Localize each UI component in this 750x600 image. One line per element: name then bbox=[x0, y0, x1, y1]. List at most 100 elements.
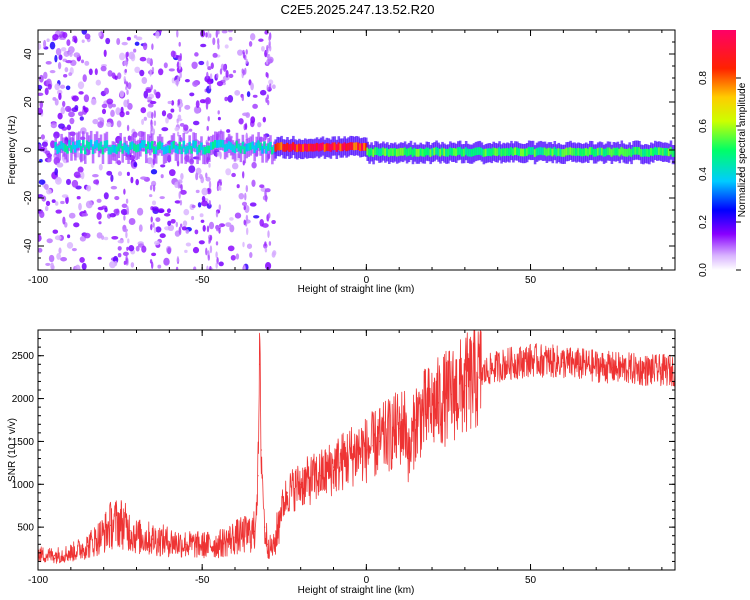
heatmap-cell bbox=[403, 147, 407, 156]
heatmap-cell bbox=[292, 142, 295, 150]
heatmap-cell bbox=[178, 107, 182, 113]
heatmap-cell bbox=[58, 247, 62, 254]
heatmap-cell bbox=[269, 141, 272, 150]
heatmap-cell bbox=[178, 191, 181, 199]
y-tick-label: 2000 bbox=[12, 394, 35, 405]
colorbar-gradient bbox=[712, 30, 736, 270]
heatmap-cell bbox=[397, 148, 401, 157]
heatmap-cell bbox=[123, 99, 129, 108]
heatmap-cell bbox=[253, 145, 256, 154]
heatmap-cell bbox=[300, 144, 303, 152]
snr-point bbox=[86, 545, 88, 547]
heatmap-cell bbox=[54, 142, 57, 150]
heatmap-cell bbox=[62, 100, 66, 107]
colorbar-tick-label: 0.0 bbox=[698, 263, 709, 277]
heatmap-cell bbox=[143, 116, 147, 121]
heatmap-cell bbox=[231, 144, 235, 153]
heatmap-cell bbox=[184, 78, 190, 83]
heatmap-cell bbox=[125, 231, 128, 239]
heatmap-cell bbox=[179, 52, 182, 61]
heatmap-cell bbox=[215, 262, 218, 269]
heatmap-cell bbox=[117, 72, 122, 80]
heatmap-cell bbox=[153, 140, 156, 145]
heatmap-cell bbox=[365, 143, 368, 151]
heatmap-cell bbox=[468, 148, 472, 157]
heatmap-cell bbox=[249, 251, 253, 259]
heatmap-cell bbox=[142, 42, 148, 51]
heatmap-cell bbox=[57, 112, 63, 120]
heatmap-cell bbox=[55, 48, 62, 56]
heatmap-cell bbox=[188, 128, 193, 132]
heatmap-cell bbox=[216, 227, 219, 232]
heatmap-cell bbox=[207, 116, 210, 122]
heatmap-cell bbox=[195, 100, 200, 108]
heatmap-cell bbox=[217, 110, 220, 115]
heatmap-cell bbox=[201, 200, 208, 207]
heatmap-cell bbox=[183, 124, 189, 131]
heatmap-cell bbox=[81, 30, 88, 35]
heatmap-cell bbox=[630, 149, 633, 157]
heatmap-cell bbox=[81, 39, 85, 44]
heatmap-cell bbox=[39, 74, 44, 83]
heatmap-cell bbox=[175, 221, 178, 228]
heatmap-cell bbox=[191, 215, 195, 221]
heatmap-cell bbox=[93, 179, 100, 185]
heatmap-cell bbox=[218, 224, 222, 229]
heatmap-cell bbox=[125, 86, 128, 91]
heatmap-cell bbox=[321, 142, 325, 151]
heatmap-cell bbox=[149, 184, 153, 191]
heatmap-cell bbox=[125, 198, 129, 204]
heatmap-cell bbox=[261, 146, 264, 154]
heatmap-cell bbox=[114, 196, 120, 201]
heatmap-cell bbox=[191, 61, 198, 70]
y-tick-label: 2500 bbox=[12, 351, 35, 362]
heatmap-cell bbox=[56, 162, 64, 168]
heatmap-cell bbox=[54, 83, 60, 91]
heatmap-cell bbox=[206, 225, 210, 233]
colorbar-ticks: 0.0 0.2 0.4 0.6 0.8 bbox=[698, 71, 741, 277]
heatmap-cell bbox=[72, 35, 77, 40]
heatmap-cell bbox=[95, 140, 99, 148]
heatmap-cell bbox=[138, 224, 143, 232]
heatmap-cell bbox=[74, 105, 79, 111]
heatmap-cell bbox=[587, 148, 590, 157]
heatmap-cell bbox=[185, 229, 190, 234]
heatmap-cell bbox=[217, 30, 220, 35]
heatmap-cell bbox=[237, 49, 243, 56]
heatmap-cell bbox=[585, 147, 588, 156]
heatmap-cell bbox=[147, 141, 150, 150]
heatmap-cell bbox=[636, 146, 639, 155]
heatmap-cell bbox=[184, 146, 187, 155]
heatmap-cell bbox=[127, 102, 133, 110]
heatmap-cell bbox=[96, 198, 102, 203]
snr-line bbox=[38, 330, 675, 564]
heatmap-cell bbox=[251, 141, 254, 150]
heatmap-cell bbox=[313, 143, 317, 152]
heatmap-cell bbox=[266, 94, 269, 100]
heatmap-cell bbox=[170, 50, 176, 58]
x-tick-label: -100 bbox=[28, 275, 48, 286]
heatmap-cell bbox=[182, 140, 186, 149]
heatmap-cell bbox=[376, 147, 379, 156]
heatmap-cell bbox=[614, 147, 618, 156]
heatmap-cell bbox=[268, 79, 274, 85]
heatmap-cell bbox=[569, 147, 572, 155]
heatmap-cell bbox=[533, 149, 537, 157]
heatmap-cell bbox=[197, 202, 202, 208]
heatmap-cell bbox=[280, 142, 283, 150]
heatmap-cell bbox=[115, 146, 119, 155]
heatmap-cell bbox=[355, 142, 358, 150]
heatmap-cell bbox=[170, 141, 174, 150]
heatmap-cell bbox=[39, 100, 44, 109]
heatmap-cell bbox=[386, 147, 389, 156]
heatmap-cell bbox=[180, 183, 183, 192]
heatmap-cell bbox=[192, 80, 199, 87]
heatmap-cell bbox=[157, 208, 165, 214]
heatmap-cell bbox=[80, 171, 85, 180]
heatmap-cell bbox=[95, 79, 101, 86]
heatmap-cell bbox=[152, 184, 156, 192]
heatmap-cell bbox=[657, 147, 661, 155]
heatmap-cell bbox=[81, 212, 89, 217]
heatmap-cell bbox=[230, 254, 236, 261]
snr-point bbox=[309, 479, 312, 481]
